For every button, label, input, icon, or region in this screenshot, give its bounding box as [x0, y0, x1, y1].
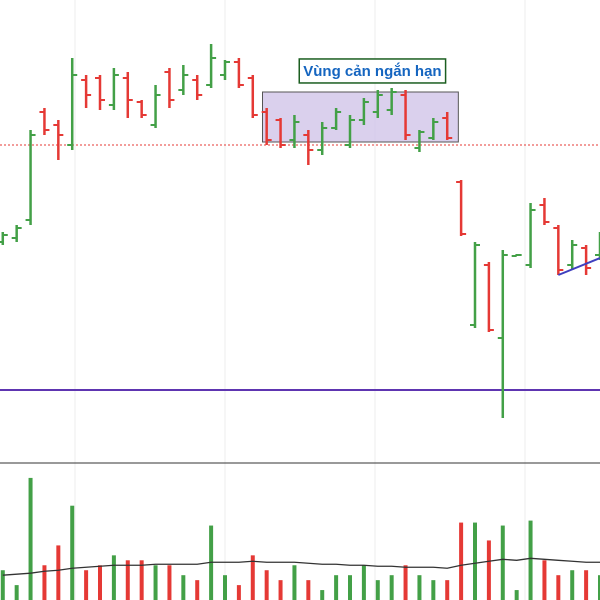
- volume-bar: [292, 565, 297, 600]
- volume-bar: [250, 555, 255, 600]
- volume-bar: [153, 565, 158, 600]
- volume-bar: [445, 580, 450, 600]
- volume-bar: [556, 575, 561, 600]
- volume-bar: [56, 545, 61, 600]
- volume-bar: [570, 570, 575, 600]
- volume-bar: [98, 565, 102, 600]
- volume-bar: [584, 570, 589, 600]
- volume-bar: [28, 477, 33, 600]
- volume-bar: [375, 580, 380, 600]
- volume-bar: [195, 580, 200, 600]
- volume-bar: [0, 570, 5, 600]
- volume-bar: [417, 575, 422, 600]
- volume-bar: [431, 580, 436, 600]
- volume-bar: [181, 575, 186, 600]
- trendline: [557, 257, 600, 276]
- volume-bar: [306, 580, 311, 600]
- volume-bar: [459, 522, 464, 600]
- volume-bar: [514, 590, 519, 600]
- volume-bar: [542, 560, 547, 600]
- volume-bar: [278, 580, 283, 600]
- volume-bar: [70, 505, 75, 600]
- volume-bar: [528, 520, 533, 600]
- volume-bar: [42, 565, 47, 600]
- volume-bar: [139, 560, 144, 600]
- zone-label-box: [298, 58, 447, 84]
- volume-bar: [264, 570, 269, 600]
- volume-bar: [361, 565, 366, 600]
- volume-bar: [167, 565, 172, 600]
- volume-bar: [473, 522, 477, 600]
- volume-bar: [403, 565, 408, 600]
- volume-bar: [348, 575, 352, 600]
- volume-ma-line: [2, 557, 600, 576]
- zone-label: Vùng cản ngắn hạn: [303, 62, 441, 80]
- volume-bar: [334, 575, 339, 600]
- volume-bar: [500, 525, 505, 600]
- volume-bar: [223, 575, 227, 600]
- volume-bar: [486, 540, 491, 600]
- volume-bar: [111, 555, 116, 600]
- volume-bar: [14, 585, 19, 600]
- volume-bar: [236, 585, 241, 600]
- resistance-zone: [262, 91, 459, 143]
- volume-bar: [598, 575, 600, 600]
- volume-bar: [84, 570, 89, 600]
- volume-bar: [389, 575, 394, 600]
- volume-bar: [125, 560, 130, 600]
- volume-bar: [320, 590, 325, 600]
